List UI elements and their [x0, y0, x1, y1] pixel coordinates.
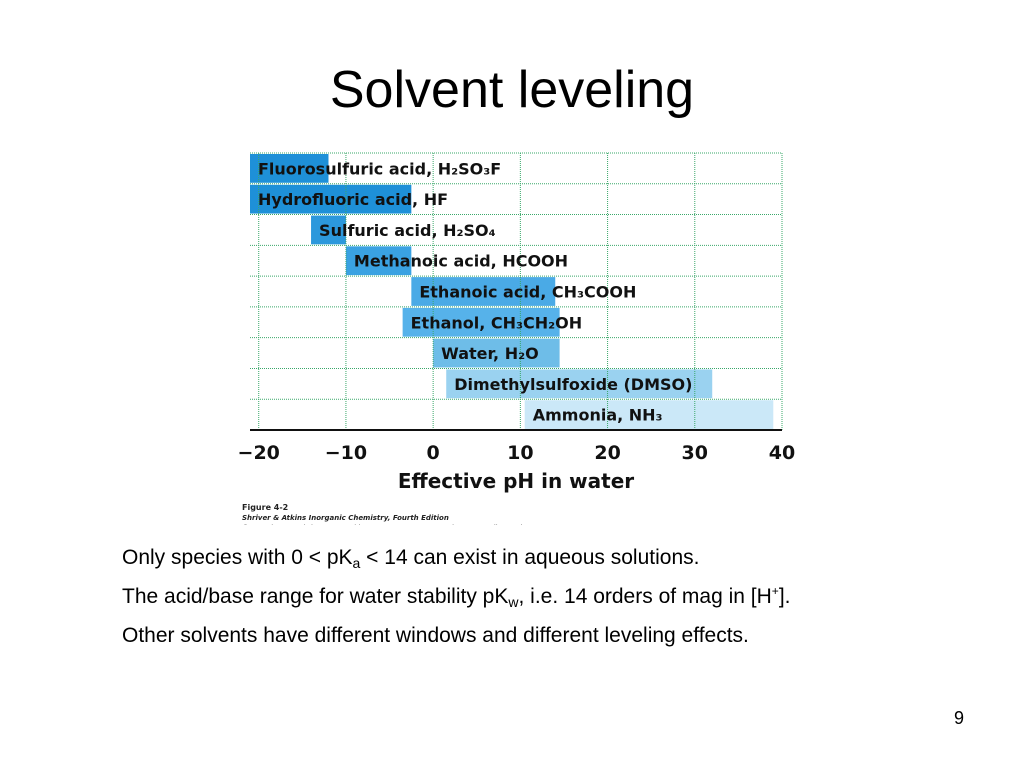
bar-0 [250, 154, 329, 183]
x-axis-label: Effective pH in water [398, 469, 634, 493]
bullet-2-subscript: w [508, 593, 519, 610]
bar-label-6: Water, H₂O [441, 344, 539, 363]
x-tick-label-3: 10 [507, 442, 533, 464]
bar-label-7: Dimethylsulfoxide (DMSO) [454, 375, 692, 394]
bar-label-1: Hydrofluoric acid, HF [258, 190, 448, 209]
bar-label-3: Methanoic acid, HCOOH [354, 252, 568, 271]
bar-4 [411, 277, 556, 306]
bar-label-4: Ethanoic acid, CH₃COOH [419, 283, 636, 302]
bar-label-0: Fluorosulfuric acid, H₂SO₃F [258, 159, 501, 178]
x-tick-label-5: 30 [682, 442, 708, 464]
bullet-3: Other solvents have different windows an… [122, 623, 982, 648]
bar-label-8: Ammonia, NH₃ [533, 406, 663, 425]
x-tick-label-2: 0 [427, 442, 440, 464]
page-number: 9 [953, 708, 964, 728]
bullet-2: The acid/base range for water stability … [122, 584, 982, 611]
bullet-list: Only species with 0 < pKa < 14 can exist… [122, 545, 982, 660]
slide-title: Solvent leveling [329, 61, 695, 119]
bullet-2-text: The acid/base range for water stability … [122, 584, 509, 608]
bar-8 [524, 400, 774, 429]
bar-label-2: Sulfuric acid, H₂SO₄ [319, 221, 496, 240]
bar-2 [311, 215, 346, 245]
x-tick-label-1: −10 [325, 442, 367, 464]
bullet-1-subscript: a [352, 555, 361, 571]
bullet-2-text-end: ]. [778, 584, 791, 608]
bar-5 [402, 307, 560, 337]
solvent-leveling-chart: Fluorosulfuric acid, H₂SO₃F Hydrofluoric … [238, 152, 795, 525]
bar-label-5: Ethanol, CH₃CH₂OH [411, 313, 583, 332]
bullet-1-text: Only species with 0 < pK [122, 546, 353, 569]
bullet-1-text-end: < 14 can exist in aqueous solutions. [360, 546, 700, 569]
bar-6 [433, 338, 560, 368]
bullet-1: Only species with 0 < pKa < 14 can exist… [122, 545, 982, 572]
x-tick-label-4: 20 [594, 442, 620, 464]
bar-1 [250, 184, 412, 214]
figure-caption-line-1: Shriver & Atkins Inorganic Chemistry, Fo… [242, 514, 449, 522]
bullet-2-text-mid: , i.e. 14 orders of mag in [H [518, 584, 772, 608]
x-tick-label-6: 40 [769, 442, 795, 464]
bullet-3-text: Other solvents have different windows an… [122, 623, 749, 647]
bar-7 [446, 369, 713, 399]
figure-caption-line-0: Figure 4-2 [242, 503, 288, 512]
figure-caption-line-2: © 2006 by D. F. Shriver, P. W. Atkins, T… [242, 524, 578, 525]
bar-3 [345, 246, 412, 276]
x-tick-label-0: −20 [238, 442, 280, 464]
bullet-2-superscript: + [771, 583, 779, 598]
